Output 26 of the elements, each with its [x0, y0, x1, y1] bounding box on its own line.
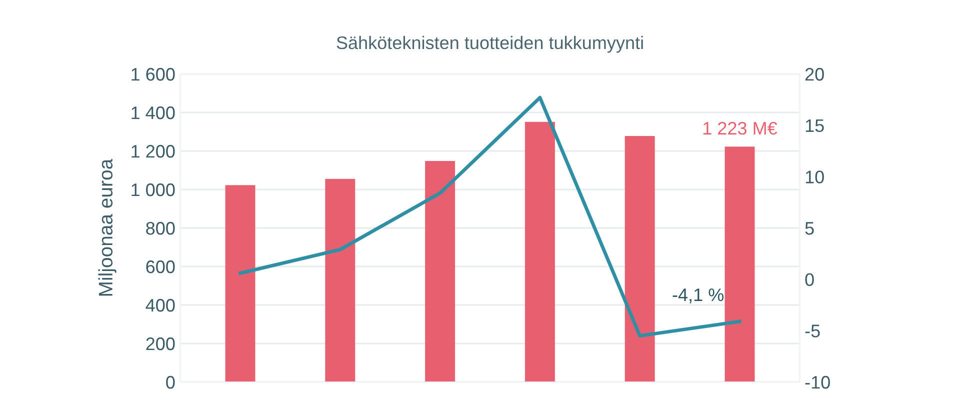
y2-tick-label: 15 — [806, 119, 824, 132]
y-tick-label: 1 000 — [132, 183, 175, 196]
y-tick-label: 800 — [146, 222, 175, 235]
bar — [624, 136, 655, 382]
y-axis-title: Miljoonaa euroa — [98, 158, 116, 296]
bar — [724, 146, 755, 382]
data-label: 1 223 M€ — [703, 122, 778, 135]
bar — [524, 122, 555, 382]
y-tick-label: 600 — [146, 260, 175, 274]
y2-tick-label: 5 — [805, 222, 814, 235]
y-tick-label: 1 400 — [132, 106, 175, 120]
y2-tick-label: 10 — [806, 170, 824, 184]
y2-tick-label: -10 — [805, 376, 830, 389]
y-tick-label: 1 200 — [132, 144, 175, 158]
y-tick-label: 200 — [146, 337, 175, 350]
bar — [225, 185, 256, 382]
bar — [425, 161, 456, 382]
data-label: -4,1 % — [672, 288, 724, 304]
bar — [325, 178, 356, 382]
y-tick-label: 400 — [146, 298, 175, 312]
y2-tick-label: 0 — [805, 273, 814, 286]
chart-title: Sähköteknisten tuotteiden tukkumyynti — [336, 36, 643, 53]
y-tick-label: 1 600 — [132, 68, 175, 81]
y-tick-label: 0 — [166, 376, 175, 389]
y2-tick-label: 20 — [805, 68, 824, 81]
y2-tick-label: -5 — [805, 324, 820, 338]
